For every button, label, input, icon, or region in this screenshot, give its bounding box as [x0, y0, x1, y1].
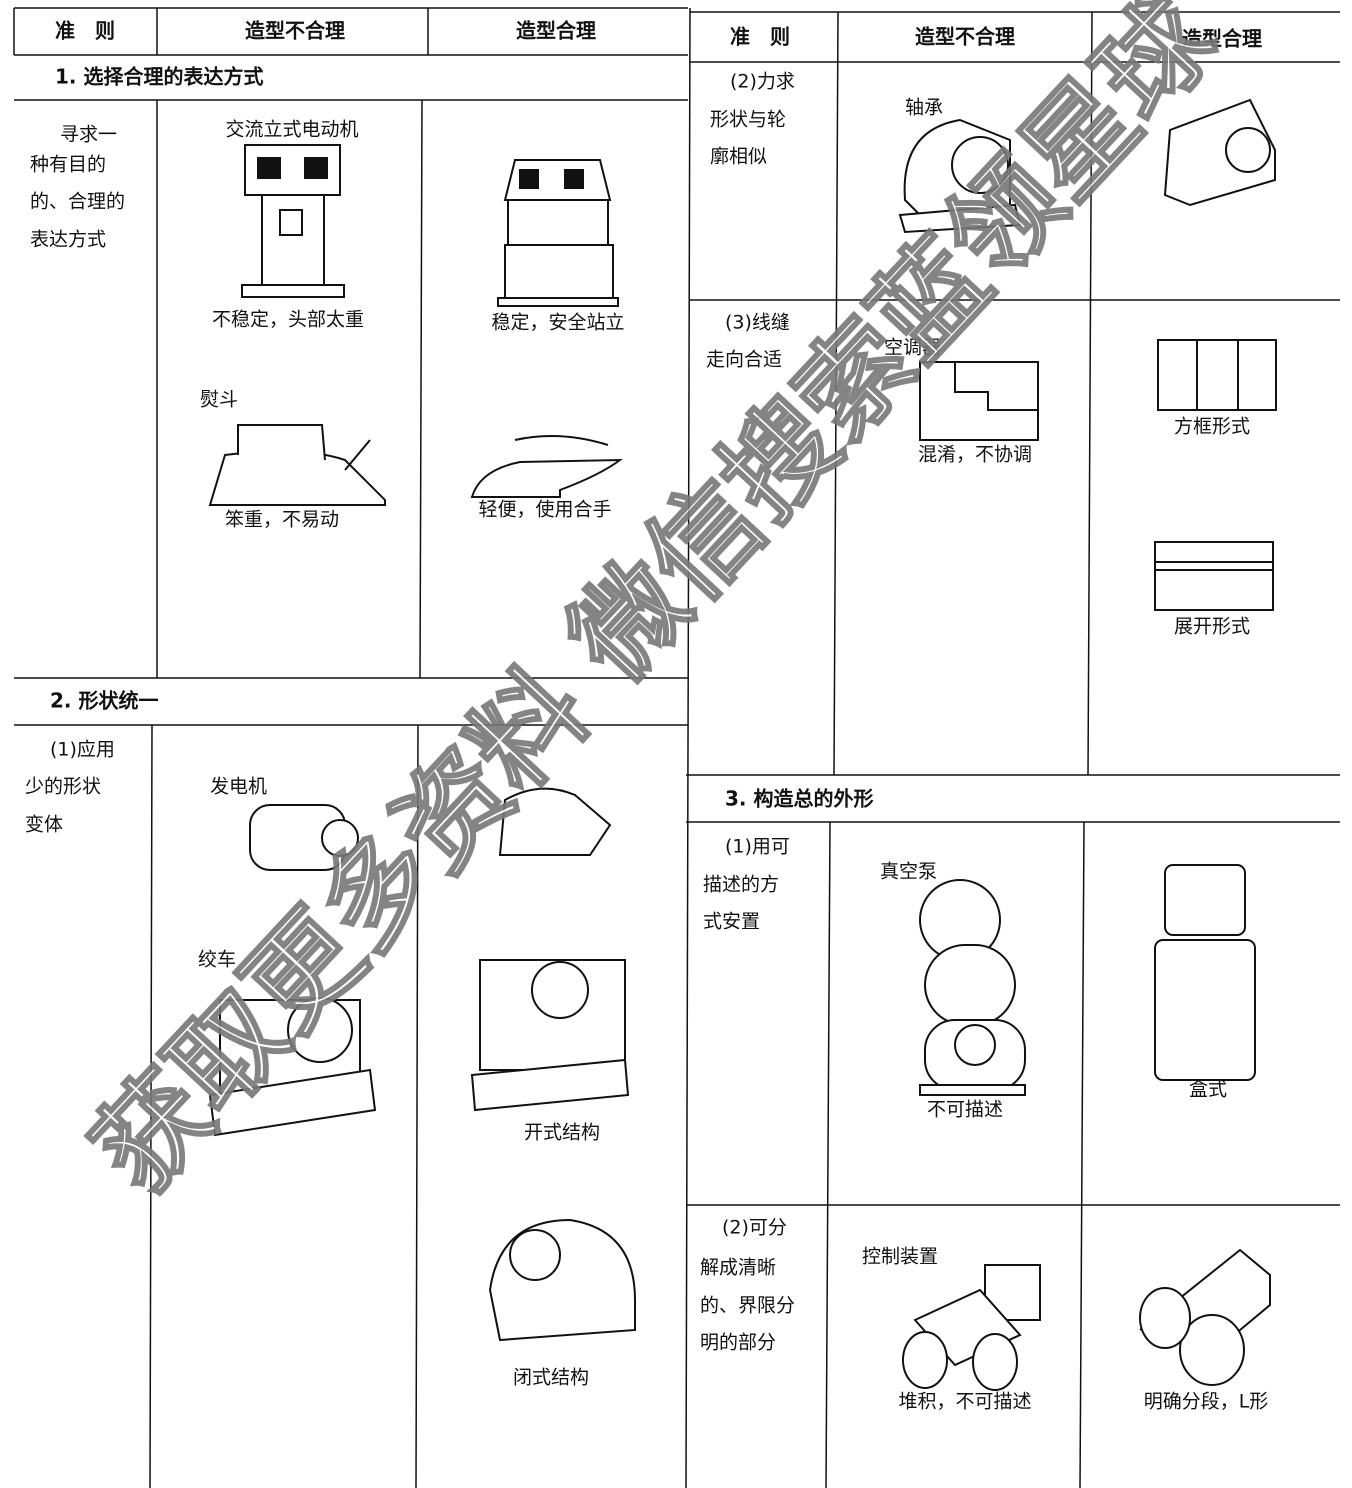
caption: 混淆，不协调	[918, 444, 1032, 466]
item-name: 熨斗	[200, 389, 238, 411]
criterion-line: (2)可分	[722, 1217, 787, 1239]
header: 准 则	[55, 19, 115, 43]
header: 造型合理	[1182, 27, 1262, 51]
criterion-line: 寻求一	[60, 124, 117, 146]
caption: 闭式结构	[513, 1367, 589, 1389]
caption: 笨重，不易动	[225, 509, 339, 531]
criterion-line: (2)力求	[730, 71, 795, 93]
section-title: 2. 形状统一	[50, 689, 158, 713]
caption: 盒式	[1189, 1079, 1227, 1101]
criterion-line: 变体	[25, 814, 63, 836]
illustrations	[208, 98, 1277, 1391]
caption: 开式结构	[524, 1122, 600, 1144]
caption: 堆积，不可描述	[898, 1391, 1031, 1413]
criterion-line: 式安置	[703, 911, 760, 933]
criterion-line: (1)用可	[725, 836, 790, 858]
section-title: 1. 选择合理的表达方式	[55, 65, 263, 89]
caption: 方框形式	[1174, 416, 1250, 438]
criterion-line: 的、界限分	[700, 1295, 795, 1317]
criterion-line: 表达方式	[30, 229, 106, 251]
header: 造型不合理	[915, 25, 1015, 49]
caption: 不可描述	[927, 1099, 1003, 1121]
item-name: 交流立式电动机	[225, 119, 358, 141]
item-name: 轴承	[905, 97, 943, 119]
header: 准 则	[730, 25, 790, 49]
item-name: 发电机	[210, 776, 267, 798]
criterion-line: 明的部分	[700, 1332, 776, 1354]
caption: 稳定，安全站立	[491, 312, 624, 334]
item-name: 控制装置	[862, 1246, 938, 1268]
criterion-line: 的、合理的	[30, 191, 125, 213]
header: 造型合理	[516, 19, 596, 43]
criterion-line: 形状与轮	[710, 109, 786, 131]
criterion-line: 种有目的	[30, 154, 106, 176]
item-name: 真空泵	[880, 861, 937, 883]
criterion-line: 廓相似	[710, 146, 767, 168]
header: 造型不合理	[245, 19, 345, 43]
caption: 轻便，使用合手	[478, 499, 611, 521]
criterion-line: 少的形状	[25, 776, 101, 798]
item-name: 绞车	[198, 949, 236, 971]
item-name: 空调器	[884, 337, 941, 359]
criterion-line: 走向合适	[706, 349, 782, 371]
section-title: 3. 构造总的外形	[725, 787, 873, 811]
caption: 展开形式	[1174, 616, 1250, 638]
criterion-line: 描述的方	[703, 874, 779, 896]
caption: 不稳定，头部太重	[212, 309, 364, 331]
criterion-line: (1)应用	[50, 739, 115, 761]
criterion-line: (3)线缝	[725, 312, 790, 334]
table-rules	[13, 7, 1340, 1488]
criterion-line: 解成清晰	[700, 1257, 776, 1279]
caption: 明确分段，L形	[1144, 1391, 1269, 1413]
